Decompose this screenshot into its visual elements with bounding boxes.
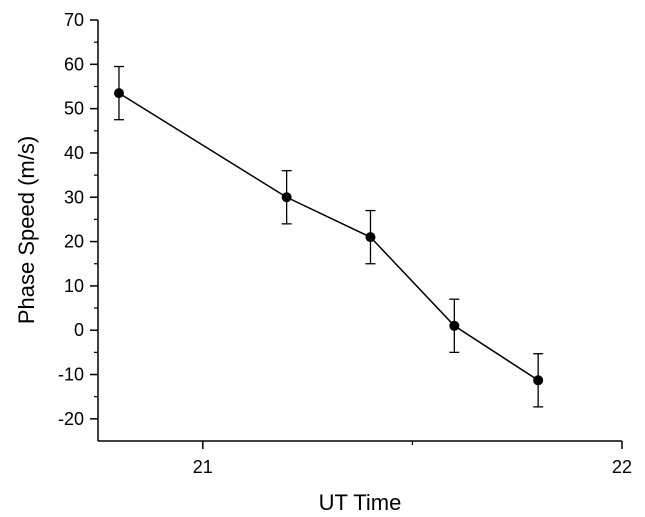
y-axis-title: Phase Speed (m/s)	[14, 136, 39, 324]
y-tick-label: 30	[64, 187, 84, 207]
y-tick-label: 60	[64, 54, 84, 74]
y-tick-label: 20	[64, 232, 84, 252]
y-tick-label: -10	[58, 365, 84, 385]
x-ticks: 21 22	[193, 441, 632, 477]
data-point	[113, 88, 124, 99]
data-point	[449, 320, 460, 331]
x-tick-label: 22	[612, 457, 632, 477]
y-tick-label: -20	[58, 409, 84, 429]
plot-area	[113, 65, 544, 408]
y-tick-label: 40	[64, 143, 84, 163]
y-ticks: -20 -10 0 10 20 30 40 50 60 70	[58, 10, 98, 429]
x-axis-title: UT Time	[319, 490, 402, 515]
x-tick-label: 21	[193, 457, 213, 477]
y-tick-label: 70	[64, 10, 84, 30]
data-point	[365, 232, 376, 243]
series-line	[118, 92, 539, 381]
y-tick-label: 0	[74, 320, 84, 340]
y-tick-label: 50	[64, 99, 84, 119]
data-point	[533, 375, 544, 386]
y-tick-label: 10	[64, 276, 84, 296]
axes	[97, 20, 622, 442]
data-point	[281, 192, 292, 203]
